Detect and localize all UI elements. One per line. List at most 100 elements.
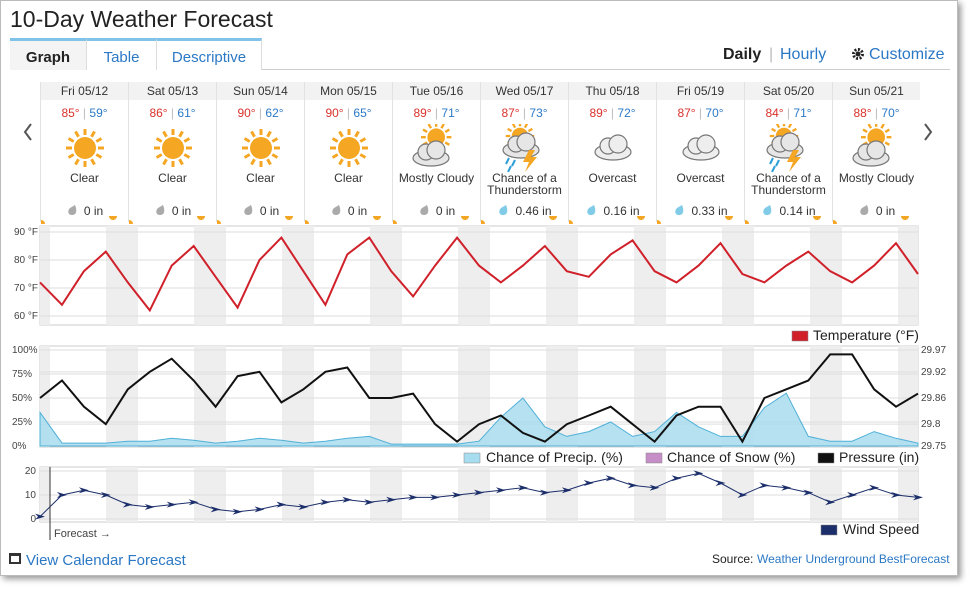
legend-label: Chance of Snow (%) — [667, 449, 795, 465]
condition: Chance of a Thunderstorm — [487, 171, 562, 197]
night-band — [810, 346, 834, 447]
gear-icon — [852, 48, 864, 60]
calendar-link[interactable]: View Calendar Forecast — [26, 552, 186, 569]
drop-icon — [587, 205, 596, 215]
tick-label: 70 °F — [14, 283, 38, 294]
day-temps: 90° | 65° — [305, 106, 392, 120]
prev-arrow[interactable] — [22, 122, 34, 142]
tick-label: 10 — [25, 490, 37, 501]
low: 72° — [617, 106, 636, 120]
sunrise-icons — [829, 216, 909, 224]
icon — [852, 122, 892, 167]
source-link[interactable]: Weather Underground BestForecast — [757, 552, 950, 566]
sunrise-icons — [301, 216, 381, 224]
wind-marker — [605, 475, 616, 482]
title: 10-Day Weather Forecast — [10, 6, 273, 32]
icon — [66, 129, 104, 167]
low: 65° — [353, 106, 372, 120]
pressure-line — [39, 353, 919, 444]
wind-marker — [913, 494, 923, 501]
tick-label: 0 — [30, 514, 36, 525]
precip-amount: 0 in — [347, 204, 368, 218]
night-band — [898, 226, 918, 325]
wind-marker — [891, 492, 902, 498]
night-band — [370, 226, 394, 325]
tick-label: 60 °F — [14, 311, 38, 322]
high: 88° — [853, 106, 872, 120]
day-date: Thu 05/18 — [569, 82, 656, 100]
tick-label: 29.8 — [921, 419, 941, 430]
night-band — [304, 346, 314, 447]
wind-marker — [100, 492, 111, 498]
tab-rule — [10, 69, 950, 70]
drop-icon — [499, 205, 508, 215]
icon — [594, 134, 632, 161]
tab[interactable]: Descriptive — [157, 38, 262, 70]
wind-marker — [759, 482, 770, 489]
night-band — [304, 226, 314, 325]
sunrise-icons — [477, 216, 557, 224]
forecast-label: Forecast → — [54, 528, 111, 540]
precip: 0.16 in — [569, 204, 656, 218]
night-band — [634, 226, 658, 325]
view-daily[interactable]: Daily — [723, 46, 762, 63]
precip: 0 in — [833, 204, 920, 218]
night-band — [722, 226, 746, 325]
sunrise-icons — [565, 216, 645, 224]
precip-amount: 0.46 in — [515, 204, 552, 218]
precip-amount: 0 in — [83, 204, 104, 218]
day-column: Mon 05/15 90° | 65° Clear 0 in — [301, 82, 392, 224]
icon — [682, 134, 720, 161]
tick-label: 29.86 — [921, 393, 946, 404]
separator: | — [783, 106, 794, 120]
day-column: Wed 05/17 87° | 73° Chance of a Thundersto… — [477, 82, 568, 224]
separator: | — [871, 106, 882, 120]
wind-marker — [35, 513, 45, 520]
high: 87° — [677, 106, 696, 120]
low: 61° — [177, 106, 196, 120]
wind-marker — [803, 489, 814, 496]
low: 71° — [441, 106, 460, 120]
sun-icons — [37, 213, 129, 224]
customize[interactable]: Customize — [869, 46, 945, 63]
night-band — [216, 346, 226, 447]
low: 70° — [705, 106, 724, 120]
high: 90° — [325, 106, 344, 120]
condition: Mostly Cloudy — [398, 171, 475, 185]
wind-marker — [408, 494, 419, 501]
wind-marker — [715, 480, 726, 486]
precip-amount: 0 in — [171, 204, 192, 218]
wind-marker — [517, 484, 528, 491]
sun-icons — [213, 213, 305, 224]
day-column: Thu 05/18 89° | 72° Overcast 0.16 in — [565, 82, 656, 224]
precip-area — [39, 392, 919, 447]
tick-label: 75% — [12, 369, 32, 380]
precip-amount: 0.14 in — [779, 204, 816, 218]
tick-label: 29.97 — [921, 345, 946, 356]
weather-icon — [305, 124, 392, 172]
day-date: Mon 05/15 — [305, 82, 392, 100]
wind-marker — [627, 482, 638, 489]
night-band — [392, 226, 402, 325]
precip: 0 in — [305, 204, 392, 218]
condition: Mostly Cloudy — [838, 171, 915, 185]
night-band — [216, 226, 226, 325]
wind-marker — [386, 496, 397, 503]
low: 62° — [265, 106, 284, 120]
tick-label: 90 °F — [14, 227, 38, 238]
day-temps: 84° | 71° — [745, 106, 832, 120]
tab[interactable]: Graph — [10, 38, 87, 70]
sunrise-icons — [125, 216, 205, 224]
tab[interactable]: Table — [87, 38, 157, 70]
night-band — [40, 346, 50, 447]
low: 59° — [89, 106, 108, 120]
high: 86° — [149, 106, 168, 120]
day-date: Fri 05/19 — [657, 82, 744, 100]
temperature-line — [39, 235, 919, 313]
weather-icon — [129, 124, 216, 172]
day-column: Sun 05/21 88° | 70° Mostly Cloudy 0 in — [829, 82, 920, 224]
next-arrow[interactable] — [922, 122, 934, 142]
night-band — [106, 226, 130, 325]
icon — [242, 129, 280, 167]
view-hourly[interactable]: Hourly — [780, 46, 827, 63]
